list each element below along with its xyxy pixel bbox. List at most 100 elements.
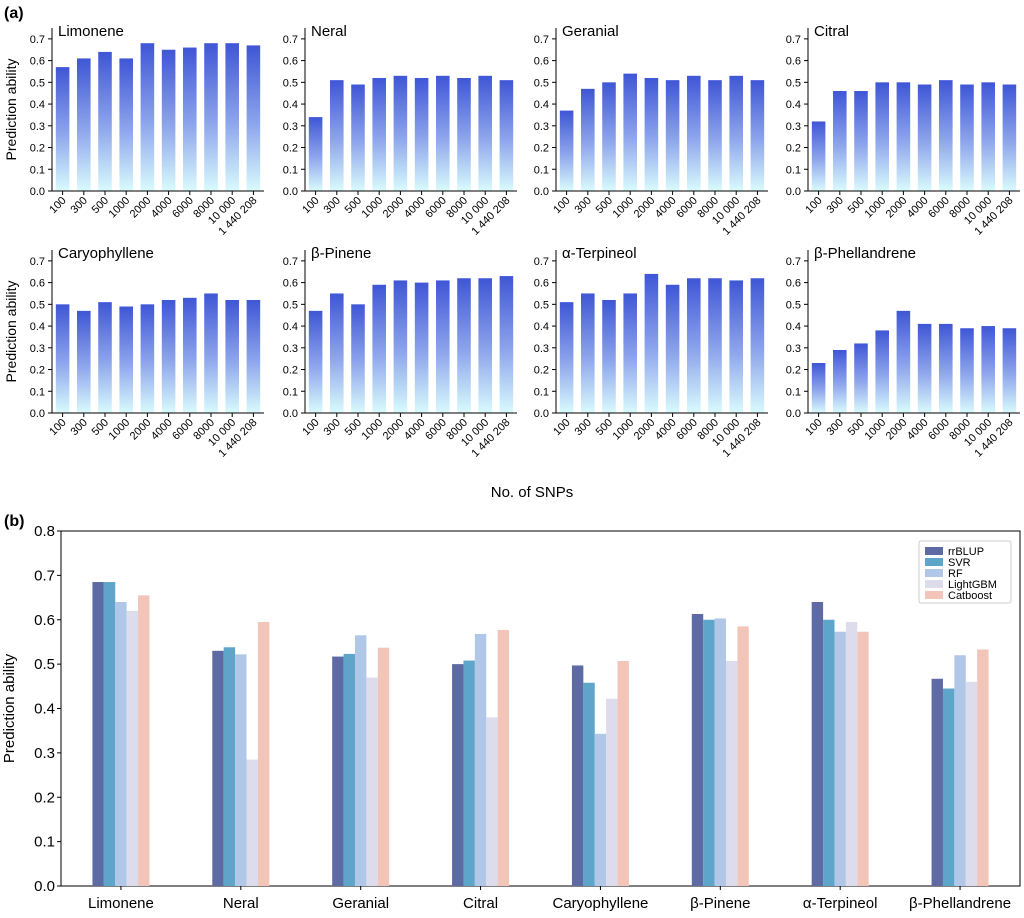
bar-rrBLUP: [811, 602, 824, 886]
y-tick-label: 0.7: [534, 256, 549, 268]
bar: [939, 80, 953, 191]
bar: [55, 304, 70, 413]
bar: [478, 278, 492, 413]
y-tick-label: 0.7: [34, 567, 55, 584]
bar: [330, 80, 344, 191]
legend-label: RF: [948, 568, 963, 580]
bar: [981, 326, 995, 413]
y-tick-label: 0.0: [283, 408, 298, 420]
x-tick-label: 2000: [128, 417, 154, 443]
bar-SVR: [103, 582, 116, 886]
bar: [225, 43, 239, 191]
x-tick-label: 300: [824, 195, 845, 216]
bar-Catboost: [497, 629, 510, 886]
bar: [917, 84, 932, 191]
bar: [246, 299, 261, 413]
y-tick-label: 0.2: [786, 143, 801, 155]
subplot-title: β-Pinene: [311, 245, 371, 262]
subplot-title: β-Phellandrene: [814, 245, 916, 262]
x-tick-label: 2000: [381, 417, 407, 443]
y-tick-label: 0.5: [283, 77, 298, 89]
bar-RF: [834, 631, 846, 886]
x-tick-label: β-Pinene: [690, 895, 750, 912]
bar-LightGBM: [726, 661, 738, 886]
x-tick-label: 1000: [863, 417, 889, 443]
y-tick-label: 0.5: [534, 299, 549, 311]
bar: [960, 84, 974, 191]
bar-RF: [594, 733, 607, 886]
bar: [960, 328, 974, 413]
y-tick-label: 0.6: [534, 56, 549, 68]
bar-RF: [115, 602, 127, 886]
bar-Catboost: [257, 621, 270, 886]
bar-LightGBM: [606, 698, 618, 886]
subplot-title: Neral: [311, 23, 347, 40]
y-tick-label: 0.3: [34, 745, 55, 762]
x-tick-label: Limonene: [88, 895, 154, 912]
bar: [729, 280, 743, 413]
bar-rrBLUP: [452, 664, 464, 886]
bar: [875, 82, 889, 191]
bar: [559, 110, 574, 191]
bar-rrBLUP: [571, 665, 584, 886]
y-tick-label: 0.1: [786, 164, 801, 176]
x-tick-label: 2000: [128, 195, 154, 221]
subplot-title: Limonene: [58, 23, 124, 40]
x-tick-label: 6000: [423, 417, 449, 443]
bar: [414, 77, 429, 191]
bar-RF: [474, 633, 487, 886]
x-tick-label: 4000: [905, 417, 931, 443]
bar: [1002, 328, 1017, 413]
y-tick-label: 0.6: [30, 56, 45, 68]
y-tick-label: 0.7: [786, 256, 801, 268]
x-tick-label: 6000: [170, 417, 196, 443]
y-tick-label: 0.6: [534, 278, 549, 290]
x-tick-label: 6000: [170, 195, 196, 221]
bar: [833, 91, 847, 191]
y-tick-label: 0.2: [534, 365, 549, 377]
y-tick-label: 0.3: [534, 121, 549, 133]
subplot-title: Geranial: [562, 23, 619, 40]
subplot-title: Citral: [814, 23, 849, 40]
y-tick-label: 0.3: [534, 343, 549, 355]
x-tick-label: Neral: [223, 895, 259, 912]
bar-Catboost: [377, 647, 390, 886]
x-tick-label: 2000: [632, 195, 658, 221]
y-tick-label: 0.0: [786, 186, 801, 198]
panel-label-b: (b): [4, 513, 24, 530]
x-tick-label: 300: [321, 417, 342, 438]
y-axis-label: Prediction ability: [3, 59, 19, 161]
x-tick-label: 6000: [674, 195, 700, 221]
bar: [602, 299, 616, 413]
y-tick-label: 0.4: [283, 99, 298, 111]
y-tick-label: 0.4: [30, 321, 45, 333]
bar-RF: [235, 654, 247, 886]
bar: [308, 117, 323, 191]
x-tick-label: 1000: [360, 195, 386, 221]
bar-LightGBM: [246, 759, 258, 886]
y-tick-label: 0.4: [534, 321, 549, 333]
y-tick-label: 0.5: [786, 77, 801, 89]
y-tick-label: 0.3: [30, 343, 45, 355]
y-tick-label: 0.4: [34, 701, 55, 718]
y-tick-label: 0.1: [30, 386, 45, 398]
legend-label: rrBLUP: [948, 546, 984, 558]
x-tick-label: 100: [300, 417, 321, 438]
legend-label: Catboost: [948, 590, 992, 602]
bar: [811, 121, 826, 191]
bar-LightGBM: [126, 610, 139, 886]
x-tick-label: 100: [803, 195, 824, 216]
y-tick-label: 0.7: [534, 34, 549, 46]
bar-Catboost: [857, 631, 869, 886]
bar: [708, 278, 722, 413]
bar-Catboost: [737, 626, 749, 886]
y-axis-label: Prediction ability: [1, 653, 18, 763]
panel-label-a: (a): [4, 5, 24, 22]
x-tick-label: 300: [68, 417, 89, 438]
bar: [623, 293, 637, 413]
y-tick-label: 0.2: [30, 143, 45, 155]
bar: [204, 293, 218, 413]
